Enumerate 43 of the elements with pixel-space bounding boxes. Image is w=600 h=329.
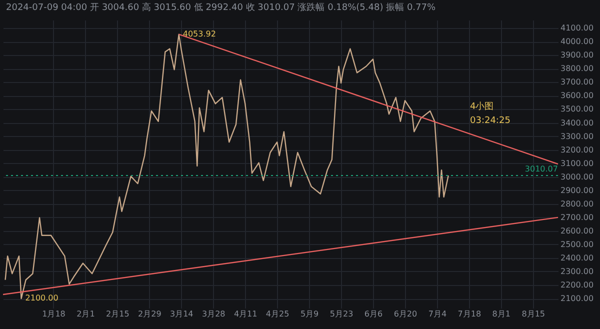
y-tick-label: 2100.00 [560,294,594,304]
y-tick-label: 3900.00 [560,50,594,60]
y-tick-label: 4100.00 [560,24,594,33]
x-tick-label: 3月28 [202,310,226,318]
annotation: 2100.00 [25,294,58,303]
annotation: 03:24:25 [470,115,510,128]
y-tick-label: 3700.00 [560,78,594,87]
y-tick-label: 3000.00 [560,172,594,182]
y-tick-label: 2300.00 [560,266,594,276]
y-tick-label: 3100.00 [560,158,594,168]
y-tick-label: 2900.00 [560,186,594,195]
chart-subtitle: 2024-07-09 04:00 开 3004.60 高 3015.60 低 2992.40 收 3010.07 涨跌幅 0.18%(5.48) 振幅 0.77% [6,2,436,15]
x-tick-label: 5月9 [300,310,319,318]
x-tick-label: 4月25 [266,310,290,318]
x-tick-label: 6月6 [364,310,383,318]
y-tick-label: 2500.00 [560,240,594,249]
x-tick-label: 5月23 [330,310,354,318]
y-tick-label: 2400.00 [560,253,594,262]
x-tick-label: 7月18 [458,310,482,318]
ref-line-label: 3010.07 [524,164,558,174]
x-tick-label: 4月11 [234,310,258,318]
y-tick-label: 3600.00 [560,91,594,100]
y-tick-label: 2800.00 [560,199,594,208]
x-tick-label: 1月18 [42,310,66,318]
y-tick-label: 3200.00 [560,145,594,154]
y-tick-label: 2700.00 [560,212,594,222]
y-tick-label: 2200.00 [560,280,594,290]
y-tick-label: 3300.00 [560,132,594,141]
x-tick-label: 6月20 [394,310,418,318]
y-tick-label: 3400.00 [560,118,594,128]
annotation: 4小图 [470,100,495,114]
annotation: 4053.92 [182,29,216,38]
x-tick-label: 3月14 [170,310,194,318]
y-tick-label: 4000.00 [560,37,594,46]
y-tick-label: 3800.00 [560,64,594,74]
x-tick-label: 8月15 [522,310,546,318]
x-tick-label: 7月4 [428,310,447,318]
x-tick-label: 8月1 [492,310,510,318]
x-tick-label: 2月15 [106,310,130,318]
y-tick-label: 3500.00 [560,104,594,114]
x-tick-label: 2月1 [76,310,95,318]
x-tick-label: 2月29 [138,310,162,318]
y-tick-label: 2600.00 [560,226,594,236]
